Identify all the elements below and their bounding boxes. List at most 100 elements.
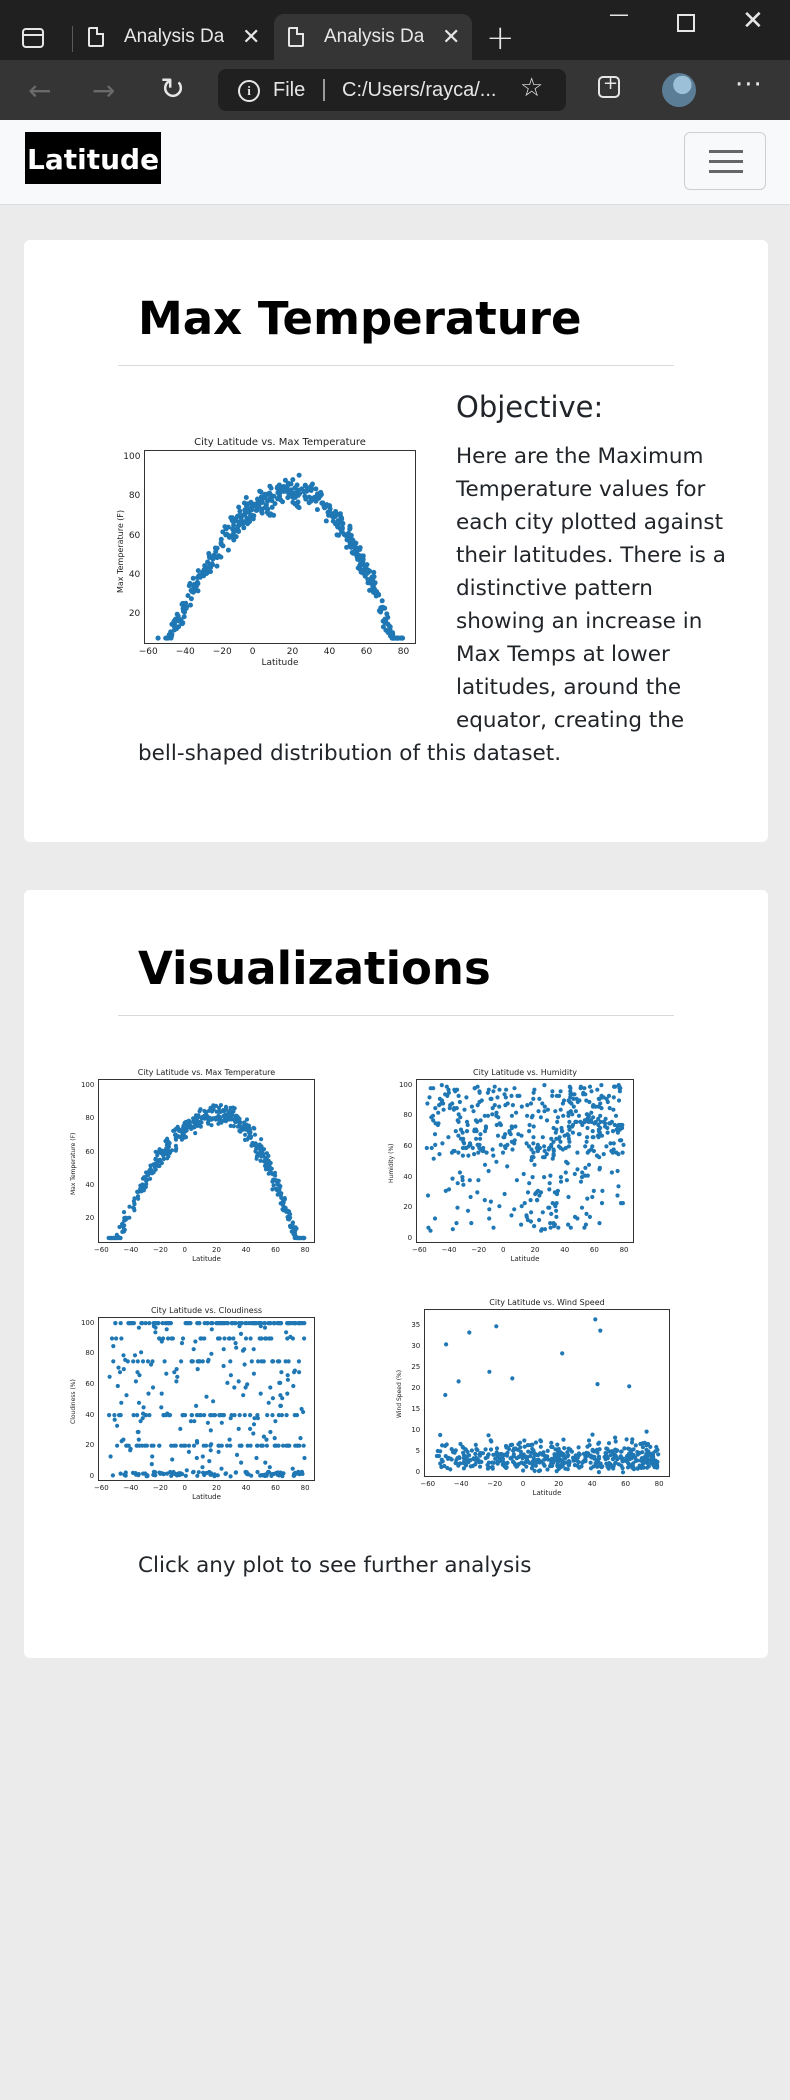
- close-window-icon[interactable]: ✕: [742, 6, 764, 36]
- scatter-point: [465, 1449, 470, 1454]
- scatter-point: [173, 1472, 178, 1477]
- scatter-point: [264, 1163, 269, 1168]
- scatter-point: [557, 1135, 562, 1140]
- y-tick-label: 80: [85, 1114, 95, 1123]
- scatter-point: [482, 1113, 487, 1118]
- address-url[interactable]: C:/Users/rayca/...: [342, 79, 497, 101]
- favorite-star-icon[interactable]: ☆: [520, 73, 544, 103]
- scatter-point: [441, 1107, 446, 1112]
- browser-tab-2-active[interactable]: Analysis Dashboard ✕: [274, 14, 472, 60]
- scatter-point: [558, 1175, 563, 1180]
- address-bar[interactable]: i File C:/Users/rayca/...: [218, 69, 566, 111]
- scatter-point: [483, 1125, 489, 1131]
- scatter-point: [233, 1470, 238, 1475]
- plot-latitude-vs-max-temperature[interactable]: City Latitude vs. Max Temperature −60 −40 −…: [68, 1068, 328, 1268]
- new-tab-icon[interactable]: +: [486, 18, 515, 58]
- scatter-point: [512, 1207, 517, 1212]
- scatter-point: [147, 1413, 152, 1418]
- scatter-point: [219, 1443, 224, 1448]
- scatter-point: [464, 1095, 469, 1100]
- scatter-point: [532, 1087, 537, 1092]
- scatter-point: [145, 1359, 151, 1364]
- scatter-point: [113, 1321, 118, 1326]
- scatter-point: [218, 536, 224, 542]
- reload-icon[interactable]: ↻: [160, 72, 186, 107]
- scatter-point: [555, 1115, 561, 1120]
- scatter-point: [547, 1145, 552, 1151]
- navbar-brand[interactable]: Latitude: [25, 132, 162, 184]
- scatter-point: [538, 1115, 543, 1120]
- scatter-point: [302, 1455, 307, 1461]
- more-options-icon[interactable]: ···: [735, 70, 763, 100]
- scatter-point: [577, 1132, 582, 1137]
- scatter-point: [344, 532, 350, 538]
- scatter-point: [118, 1321, 123, 1326]
- scatter-point: [144, 1182, 149, 1187]
- scatter-point: [607, 1106, 612, 1111]
- scatter-point: [456, 1462, 461, 1467]
- scatter-point: [478, 1132, 483, 1137]
- objective-heading: Objective:: [456, 390, 604, 424]
- scatter-point: [512, 1086, 517, 1091]
- scatter-point: [514, 1178, 519, 1183]
- scatter-point: [428, 1086, 433, 1091]
- browser-tab-1[interactable]: Analysis Dashboard ✕: [74, 14, 272, 60]
- plot-latitude-vs-wind-speed[interactable]: City Latitude vs. Wind Speed −60 −40 −20 0 20…: [394, 1297, 674, 1507]
- x-tick-label: 20: [554, 1480, 564, 1488]
- scatter-point: [507, 1129, 512, 1134]
- plot-latitude-vs-humidity[interactable]: City Latitude vs. Humidity −60 −40 −20 0 20 40…: [388, 1068, 648, 1268]
- scatter-point: [453, 1129, 458, 1134]
- minimize-icon[interactable]: —: [609, 2, 629, 26]
- back-arrow-icon[interactable]: ←: [28, 74, 52, 107]
- plot-max-temperature[interactable]: City Latitude vs. Max Temperature −60 −40 −…: [114, 436, 424, 676]
- scatter-point: [174, 1379, 179, 1384]
- info-icon[interactable]: i: [238, 80, 260, 102]
- scatter-point: [141, 1405, 146, 1410]
- scatter-point: [194, 1455, 199, 1461]
- scatter-point: [267, 1321, 272, 1326]
- x-tick-label: 60: [621, 1480, 631, 1488]
- scatter-point: [229, 1413, 234, 1418]
- scatter-point: [226, 1336, 232, 1341]
- scatter-point: [590, 1432, 595, 1437]
- scatter-point: [475, 1447, 480, 1453]
- scatter-point: [537, 1145, 542, 1151]
- scatter-point: [486, 1168, 491, 1174]
- scatter-point: [556, 1446, 561, 1452]
- scatter-point: [184, 1121, 189, 1126]
- scatter-point: [450, 1227, 455, 1232]
- scatter-point: [449, 1447, 454, 1452]
- scatter-point: [494, 1450, 499, 1455]
- scatter-point: [302, 493, 308, 499]
- scatter-point: [292, 1370, 297, 1375]
- scatter-point: [500, 1150, 506, 1155]
- scatter-point: [159, 1391, 164, 1396]
- scatter-point: [468, 1464, 473, 1469]
- scatter-point: [615, 1168, 620, 1174]
- scatter-point: [362, 563, 368, 569]
- scatter-point: [275, 496, 281, 502]
- scatter-point: [264, 1437, 269, 1442]
- plot-latitude-vs-cloudiness[interactable]: City Latitude vs. Cloudiness −60 −40 −20 0 20…: [68, 1306, 328, 1506]
- scatter-point: [257, 1336, 262, 1341]
- scatter-point: [123, 1473, 128, 1478]
- navbar-toggler-button[interactable]: [684, 132, 766, 190]
- maximize-icon[interactable]: [677, 14, 695, 32]
- close-tab-icon[interactable]: ✕: [242, 24, 261, 49]
- forward-arrow-icon[interactable]: →: [92, 74, 116, 107]
- profile-avatar[interactable]: [662, 73, 696, 107]
- scatter-point: [462, 1107, 467, 1112]
- scatter-point: [566, 1098, 571, 1103]
- close-tab-icon[interactable]: ✕: [442, 24, 461, 49]
- scatter-point: [121, 1367, 126, 1372]
- scatter-point: [482, 1162, 488, 1167]
- tab-actions-icon[interactable]: [22, 28, 44, 48]
- scatter-point: [461, 1136, 466, 1141]
- scatter-point: [516, 1442, 521, 1447]
- scatter-point: [648, 1444, 653, 1449]
- collections-icon[interactable]: [598, 73, 620, 98]
- scatter-point: [229, 1321, 234, 1326]
- scatter-point: [432, 1216, 438, 1221]
- scatter-point: [267, 495, 273, 501]
- scatter-point: [644, 1465, 650, 1470]
